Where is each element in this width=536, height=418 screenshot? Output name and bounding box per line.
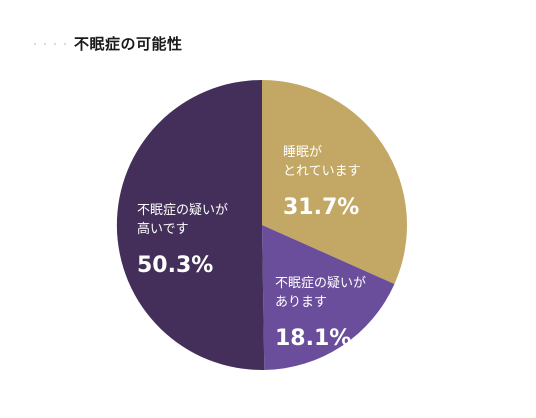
title-decoration [30, 41, 74, 47]
chart-title: 不眠症の可能性 [74, 35, 183, 53]
slice-label-line: 高いです [137, 221, 189, 237]
pie-labels: 睡眠がとれています31.7%不眠症の疑いがあります18.1%不眠症の疑いが高いで… [137, 145, 366, 351]
slice-insomnia-highly-suspected [116, 79, 265, 370]
slice-value-label: 50.3% [137, 253, 213, 278]
pie-slices [116, 79, 408, 370]
slice-insomnia-suspected [262, 225, 395, 370]
slice-label-line: あります [275, 295, 327, 310]
slice-sleeping-well [262, 80, 408, 284]
slice-label-line: 不眠症の疑いが [275, 275, 366, 291]
chart-title-area: 不眠症の可能性 [30, 33, 183, 54]
slice-label-line: 睡眠が [283, 145, 322, 160]
slice-label-line: 不眠症の疑いが [137, 202, 228, 218]
slice-label-line: とれています [283, 164, 361, 179]
slice-value-label: 18.1% [275, 326, 351, 351]
slice-value-label: 31.7% [283, 195, 359, 220]
